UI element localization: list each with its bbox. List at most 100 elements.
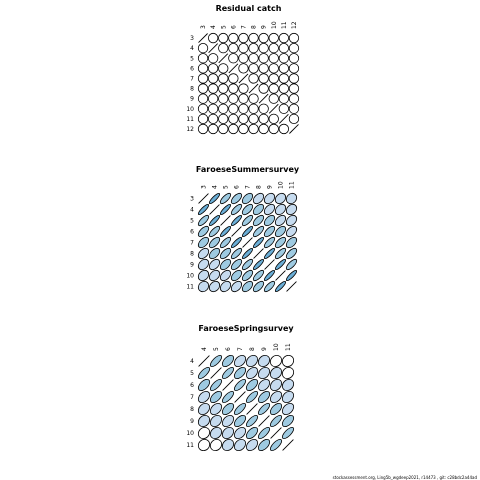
col-tick-label: 11 [289, 181, 296, 189]
correlation-ellipse [228, 53, 239, 64]
correlation-ellipse [233, 426, 247, 440]
correlation-ellipse [228, 93, 239, 104]
correlation-ellipse [288, 32, 300, 44]
correlation-ellipse [248, 53, 259, 64]
correlation-ellipse [208, 93, 219, 104]
correlation-ellipse [257, 438, 271, 452]
correlation-ellipse [197, 113, 209, 124]
correlation-ellipse [257, 366, 271, 380]
correlation-ellipse [257, 378, 271, 392]
correlation-ellipse [209, 402, 223, 416]
correlation-ellipse [278, 103, 289, 114]
diagonal-line [258, 93, 269, 104]
correlation-ellipse [281, 366, 295, 380]
correlation-ellipse [208, 247, 221, 260]
correlation-ellipse [208, 83, 219, 94]
correlation-ellipse [197, 123, 209, 135]
correlation-ellipse [197, 402, 211, 416]
correlation-ellipse [258, 53, 269, 64]
row-tick-label: 9 [190, 418, 194, 425]
correlation-ellipse [268, 43, 279, 54]
correlation-ellipse [245, 438, 259, 452]
correlation-ellipse [208, 236, 221, 249]
correlation-ellipse [278, 32, 289, 44]
row-tick-label: 4 [190, 207, 194, 214]
correlation-ellipse [219, 247, 232, 260]
correlation-ellipse [281, 402, 295, 416]
correlation-ellipse [230, 236, 243, 249]
diagonal-line [228, 63, 239, 74]
col-tick-label: 9 [261, 25, 268, 29]
correlation-ellipse [285, 269, 298, 282]
correlation-ellipse [221, 354, 235, 368]
row-tick-label: 9 [190, 96, 194, 103]
correlation-ellipse [248, 103, 259, 114]
diagonal-line [282, 439, 294, 451]
correlation-ellipse [228, 103, 239, 114]
correlation-ellipse [233, 438, 247, 452]
correlation-ellipse [238, 63, 249, 74]
correlation-ellipse [274, 280, 287, 293]
correlation-ellipse [228, 73, 239, 84]
correlation-ellipse [197, 53, 209, 64]
correlation-ellipse [230, 269, 243, 282]
row-tick-label: 11 [186, 116, 194, 123]
correlation-ellipse [248, 32, 259, 44]
correlation-ellipse [219, 269, 232, 282]
correlation-ellipse [252, 192, 265, 205]
correlation-ellipse [230, 214, 243, 227]
correlation-ellipse [248, 113, 259, 124]
correlation-ellipse [241, 247, 254, 260]
row-tick-label: 9 [190, 262, 194, 269]
correlation-ellipse [257, 354, 271, 368]
col-tick-label: 4 [210, 25, 217, 29]
correlation-ellipse [274, 236, 287, 249]
correlation-ellipse [233, 414, 247, 428]
correlation-ellipse [252, 236, 265, 249]
correlation-ellipse [245, 354, 259, 368]
correlation-ellipse [258, 32, 269, 44]
correlation-ellipse [208, 103, 219, 114]
diagonal-line [231, 226, 242, 237]
correlation-ellipse [285, 258, 298, 271]
correlation-ellipse [268, 123, 279, 135]
correlation-ellipse [252, 258, 265, 271]
footer-credit: stockassessment.org, Ling5b_wgdeep2021, … [332, 475, 477, 480]
panel-title: Residual catch [216, 4, 282, 13]
correlation-ellipse [252, 203, 265, 216]
row-tick-label: 7 [190, 394, 194, 401]
correlation-ellipse [245, 414, 259, 428]
correlation-ellipse [230, 258, 243, 271]
row-tick-label: 6 [190, 229, 194, 236]
diagonal-line [210, 367, 222, 379]
diagonal-line [253, 248, 264, 259]
correlation-ellipse [233, 378, 247, 392]
correlation-ellipse [218, 43, 229, 54]
correlation-ellipse [288, 73, 300, 84]
correlation-ellipse [278, 43, 289, 54]
correlation-ellipse [268, 63, 279, 74]
correlation-ellipse [228, 123, 239, 135]
correlation-ellipse [245, 366, 259, 380]
correlation-ellipse [197, 83, 209, 94]
correlation-ellipse [241, 269, 254, 282]
correlation-ellipse [238, 53, 249, 64]
correlation-ellipse [218, 63, 229, 74]
diagonal-line [220, 215, 231, 226]
diagonal-line [238, 73, 249, 84]
diagonal-line [198, 193, 209, 204]
correlation-ellipse [219, 225, 232, 238]
col-tick-label: 11 [281, 21, 288, 29]
correlation-ellipse [230, 280, 243, 293]
panel-2: FaroeseSummersurvey334455667788991010111… [186, 165, 300, 293]
col-tick-label: 6 [225, 347, 232, 351]
correlation-ellipse [278, 93, 289, 104]
correlation-ellipse [263, 269, 276, 282]
row-tick-label: 8 [190, 406, 194, 413]
correlation-ellipse [208, 113, 219, 124]
correlation-ellipse [245, 390, 259, 404]
correlation-ellipse [274, 247, 287, 260]
correlation-ellipse [233, 354, 247, 368]
correlation-ellipse [288, 53, 300, 64]
correlation-ellipse [238, 32, 249, 44]
